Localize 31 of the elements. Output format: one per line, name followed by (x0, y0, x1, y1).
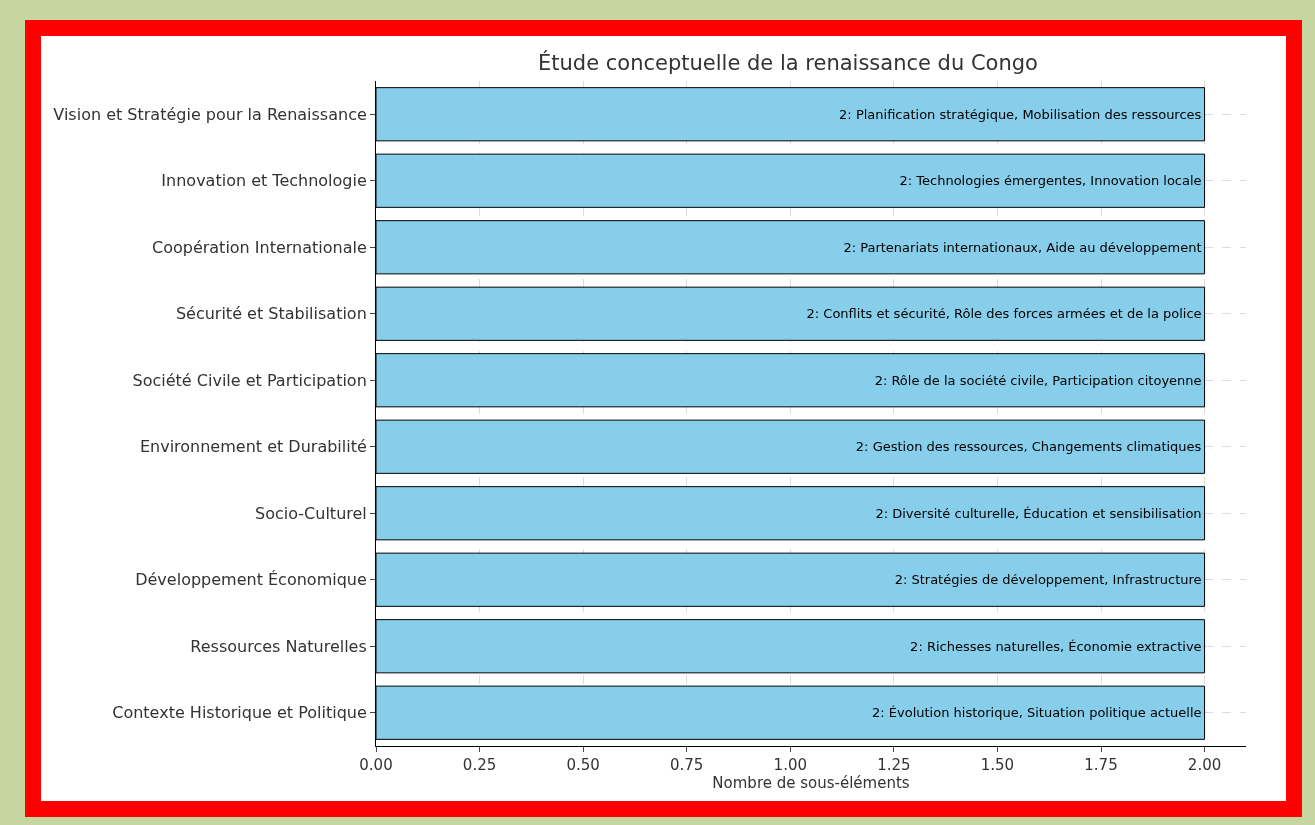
y-tick-label: Sécurité et Stabilisation (175, 304, 367, 324)
y-tick-label: Innovation et Technologie (161, 171, 367, 191)
x-tick-label: 0.00 (359, 756, 393, 774)
y-tick-label: Vision et Stratégie pour la Renaissance (53, 104, 367, 124)
x-tick-label: 1.00 (773, 756, 807, 774)
x-tick-label: 2.00 (1187, 756, 1222, 774)
chart-title: Étude conceptuelle de la renaissance du Congo (538, 49, 1038, 75)
x-axis-title: Nombre de sous-éléments (712, 774, 910, 792)
y-tick-label: Contexte Historique et Politique (112, 703, 367, 723)
y-tick-label: Ressources Naturelles (190, 636, 367, 656)
data-label: 2: Technologies émergentes, Innovation locale (899, 173, 1202, 189)
x-tick-label: 1.25 (877, 756, 911, 774)
data-label: 2: Gestion des ressources, Changements climatiques (855, 439, 1202, 455)
x-tick-label: 0.25 (462, 756, 497, 774)
y-tick-label: Socio-Culturel (255, 503, 367, 523)
y-tick-label: Environnement et Durabilité (139, 437, 367, 457)
data-label: 2: Évolution historique, Situation politique actuelle (872, 705, 1202, 721)
x-tick-label: 0.75 (670, 756, 704, 774)
x-tick-label: 1.50 (980, 756, 1015, 774)
data-label: 2: Diversité culturelle, Éducation et sensibilisation (875, 505, 1202, 521)
x-tick-label: 0.50 (566, 756, 600, 774)
data-label: 2: Planification stratégique, Mobilisation des ressources (839, 106, 1202, 122)
data-label: 2: Partenariats internationaux, Aide au développement (843, 239, 1202, 255)
x-tick-label: 1.75 (1084, 756, 1118, 774)
y-tick-label: Coopération Internationale (151, 237, 367, 257)
data-label: 2: Richesses naturelles, Économie extractive (910, 638, 1202, 654)
data-label: 2: Stratégies de développement, Infrastructure (894, 572, 1202, 588)
y-tick-label: Société Civile et Participation (132, 370, 367, 390)
data-label: 2: Conflits et sécurité, Rôle des forces armées et de la police (806, 306, 1202, 322)
y-tick-label: Développement Économique (135, 570, 367, 590)
data-label: 2: Rôle de la société civile, Participation citoyenne (874, 372, 1202, 388)
